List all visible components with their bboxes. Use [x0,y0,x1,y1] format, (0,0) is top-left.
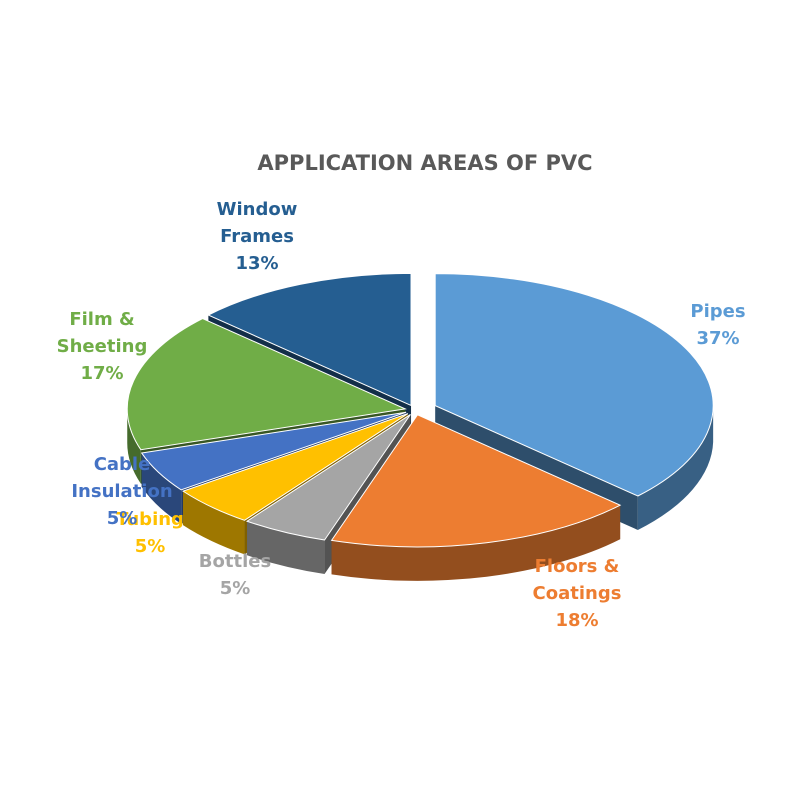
data-label-bottles: Bottles 5% [199,551,271,599]
pie-slice-floors-coatings [330,414,622,581]
pie-labels: Pipes 37% Floors & Coatings 18% Bottles 5% Tubi… [57,199,746,631]
pie-slice-top [126,317,407,451]
chart-title: APPLICATION AREAS OF PVC [257,151,592,175]
pie-slice-top [207,272,412,407]
pie-slice-side [141,453,182,524]
data-label-pipes: Pipes 37% [690,301,745,349]
pie-slice-side [183,491,245,555]
data-label-cable-insulation: Cable Insulation 5% [71,454,172,529]
pie-slice-top [330,414,622,548]
pie-slice-side [247,521,325,574]
pie-slice-side [127,408,141,484]
data-label-floors-coatings: Floors & Coatings 18% [533,556,622,631]
pie-slices [126,272,714,581]
data-label-window-frames: Window Frames 13% [217,199,298,274]
pie-slice-top [245,414,411,541]
pie-slice-top [434,273,714,497]
data-label-tubing: Tubing 5% [116,509,184,557]
pie-slice-top [140,411,407,491]
pie-slice-top [181,413,409,521]
data-label-film-sheeting: Film & Sheeting 17% [57,309,148,384]
pie-slice-side [331,505,621,581]
pie-slice-side [637,407,714,530]
